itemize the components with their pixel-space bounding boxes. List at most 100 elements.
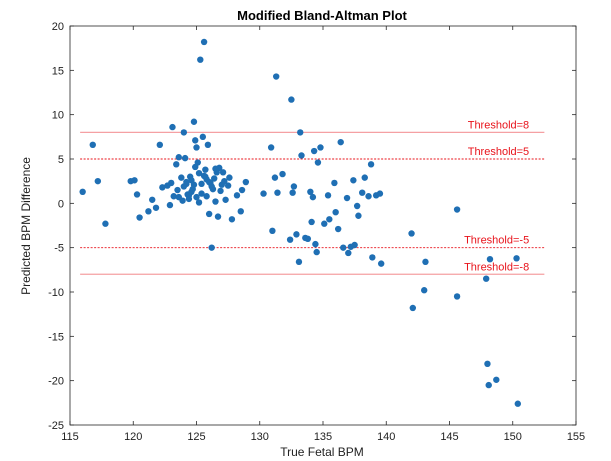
data-point [217, 187, 224, 195]
data-point [340, 244, 347, 251]
data-point [295, 258, 303, 266]
data-point [202, 166, 209, 173]
x-tick-label: 120 [124, 431, 142, 443]
data-point [332, 209, 339, 216]
data-point [198, 190, 205, 197]
data-point [180, 183, 188, 190]
data-point [204, 141, 212, 149]
data-point [212, 165, 219, 172]
x-tick-label: 130 [251, 431, 269, 443]
data-point [326, 216, 333, 223]
data-point [89, 141, 96, 149]
data-point [484, 360, 491, 368]
data-point [269, 227, 276, 235]
data-point [350, 177, 357, 184]
data-point [168, 179, 175, 187]
data-point [514, 400, 522, 407]
x-tick-label: 140 [377, 431, 395, 443]
data-point [193, 144, 200, 151]
data-point [288, 96, 295, 103]
data-point [178, 174, 185, 181]
data-point [221, 177, 228, 185]
data-point [152, 204, 160, 211]
data-point [324, 192, 332, 199]
data-point [94, 177, 102, 185]
data-point [260, 190, 267, 197]
plot-area: 115 120 125 130 135 140 145 150 155-25-20-15-10-… [48, 21, 585, 443]
data-point [199, 133, 207, 141]
data-point [205, 178, 213, 186]
data-point [353, 202, 361, 210]
y-tick-label: 20 [52, 21, 64, 33]
data-point [453, 206, 461, 213]
data-point [310, 147, 318, 155]
chart-title: Modified Bland-Altman Plot [237, 8, 407, 23]
data-point [226, 174, 233, 181]
data-point [203, 193, 210, 200]
data-point [166, 201, 174, 209]
data-point [190, 181, 198, 188]
data-point [343, 194, 351, 202]
data-point [159, 184, 166, 191]
data-point [198, 180, 205, 188]
data-point [211, 175, 218, 182]
data-point [453, 293, 461, 300]
data-point [365, 193, 372, 200]
data-point [242, 178, 250, 186]
data-point [133, 191, 141, 198]
data-point [212, 198, 219, 205]
data-point [345, 249, 352, 257]
data-point [136, 214, 143, 221]
threshold-label: Threshold=8 [468, 119, 529, 131]
data-point [408, 230, 415, 237]
x-tick-label: 115 [61, 431, 79, 443]
data-point [174, 186, 181, 194]
y-tick-label: -10 [48, 287, 64, 299]
data-point [279, 170, 286, 178]
data-point [190, 118, 198, 125]
data-point [314, 159, 322, 166]
data-point [321, 220, 328, 227]
data-point [307, 188, 314, 196]
data-point [173, 161, 180, 168]
x-tick-label: 125 [187, 431, 205, 443]
data-point [208, 244, 215, 251]
data-point [331, 179, 338, 187]
data-point [193, 193, 200, 201]
data-point [192, 137, 199, 144]
data-point [337, 138, 344, 146]
data-point [272, 73, 280, 80]
y-axis-label: Predicted BPM Difference [19, 157, 33, 295]
data-point [205, 210, 213, 218]
data-point [224, 182, 232, 189]
data-point [192, 163, 199, 171]
data-point [334, 225, 342, 233]
x-axis-label: True Fetal BPM [280, 445, 364, 459]
data-point [79, 188, 86, 196]
data-point [289, 189, 296, 196]
data-point [485, 381, 492, 389]
data-point [308, 218, 315, 226]
data-point [313, 248, 320, 256]
x-tick-label: 145 [440, 431, 458, 443]
data-point [351, 241, 358, 249]
data-point [156, 141, 164, 149]
y-tick-label: -5 [54, 243, 64, 255]
y-tick-label: 15 [52, 65, 64, 77]
data-point [145, 208, 152, 215]
y-tick-label: 0 [58, 198, 64, 210]
data-point [513, 255, 520, 262]
data-point [169, 123, 176, 131]
data-point [238, 186, 246, 194]
data-point [149, 196, 156, 203]
data-point [493, 376, 500, 383]
data-point [359, 189, 366, 196]
data-point [482, 275, 490, 282]
x-tick-label: 150 [504, 431, 522, 443]
data-point [131, 177, 138, 184]
y-tick-label: 5 [58, 154, 64, 166]
data-point [369, 254, 376, 261]
data-point [355, 212, 362, 219]
data-point [309, 193, 317, 201]
x-tick-label: 135 [314, 431, 332, 443]
